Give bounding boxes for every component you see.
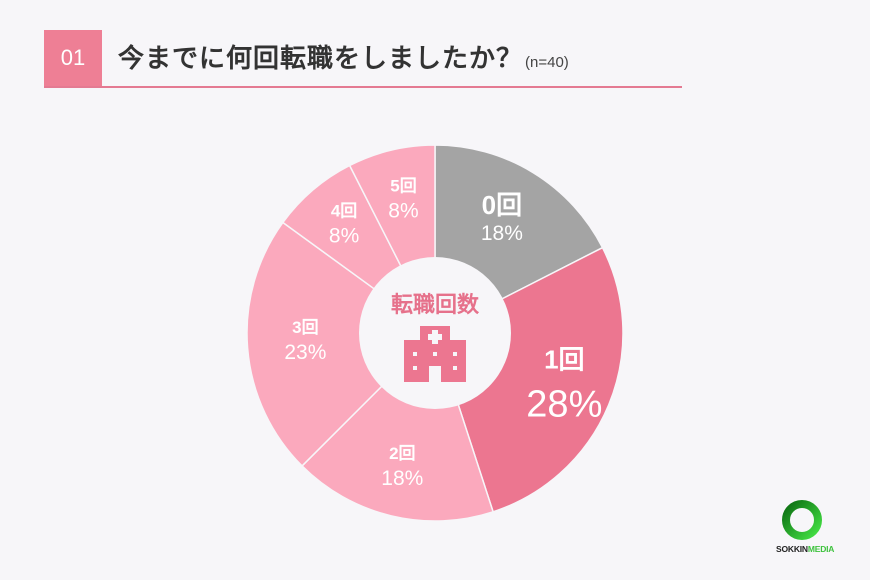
slice-percent-label: 28% — [526, 384, 602, 426]
slice-percent-label: 8% — [329, 225, 359, 248]
sample-size: (n=40) — [525, 54, 569, 71]
slice-category-label: 2回 — [389, 444, 415, 463]
slice-category-label: 3回 — [292, 318, 318, 337]
slice-category-label: 1回 — [544, 345, 584, 375]
question-title: 今までに何回転職をしましたか？ (n=40) — [118, 38, 569, 75]
slice-category-label: 0回 — [482, 190, 522, 220]
sokkin-media-logo: SOKKINMEDIA — [776, 498, 842, 558]
slice-percent-label: 23% — [284, 341, 326, 364]
pie-slice-3 — [246, 221, 437, 467]
slice-percent-label: 8% — [388, 200, 418, 223]
slice-category-label: 5回 — [390, 177, 416, 196]
center-label: 転職回数 — [391, 292, 480, 318]
question-text: 今までに何回転職をしましたか？ — [118, 44, 524, 74]
hospital-building-icon — [404, 326, 466, 382]
logo-text: SOKKINMEDIA — [776, 544, 835, 554]
logo-ring-icon — [782, 500, 822, 540]
question-number-badge: 01 — [44, 30, 102, 86]
slice-category-label: 4回 — [331, 202, 357, 221]
slice-percent-label: 18% — [481, 222, 523, 245]
slice-percent-label: 18% — [381, 467, 423, 490]
question-header: 01 今までに何回転職をしましたか？ (n=40) — [44, 30, 682, 88]
